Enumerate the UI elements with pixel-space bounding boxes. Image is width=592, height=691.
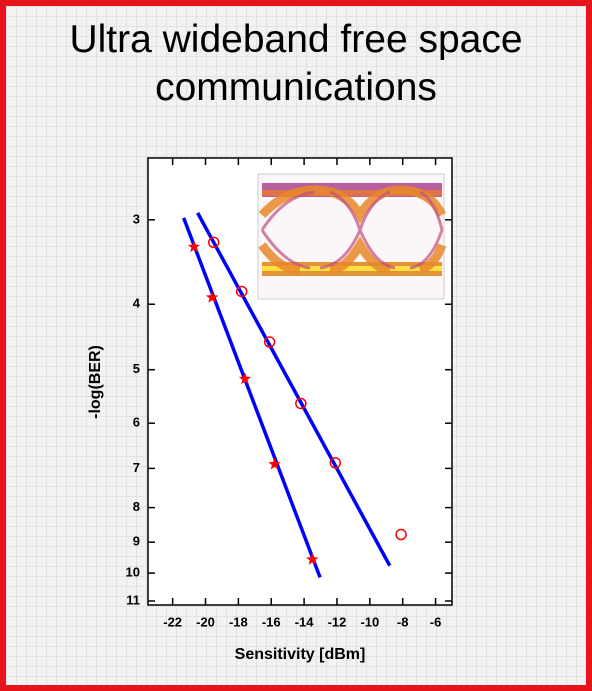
star-point	[205, 291, 219, 303]
y-tick-label: 6	[133, 415, 140, 430]
x-tick-label: -20	[196, 614, 215, 629]
x-tick-label: -12	[328, 614, 347, 629]
circle-point	[207, 236, 220, 249]
star-point	[268, 457, 281, 470]
circle-point	[329, 457, 342, 469]
y-axis-label: -log(BER)	[87, 345, 104, 419]
circle-point	[395, 528, 407, 541]
fit-line	[196, 212, 392, 567]
eye-diagram-inset	[257, 173, 447, 300]
x-tick-label: -10	[360, 614, 379, 629]
star-point	[306, 553, 319, 565]
x-tick-label: -6	[430, 614, 442, 629]
x-tick-label: -22	[163, 614, 182, 629]
y-tick-label: 9	[133, 534, 140, 549]
y-tick-label: 5	[133, 361, 140, 376]
x-tick-label: -16	[262, 614, 281, 629]
y-tick-label: 7	[133, 460, 140, 475]
y-tick-label: 3	[133, 211, 140, 226]
slide-title: Ultra wideband free space communications	[69, 18, 523, 109]
star-point	[187, 240, 201, 253]
star-point	[238, 372, 252, 385]
circle-point	[263, 336, 276, 348]
x-tick-label: -8	[397, 614, 409, 629]
y-tick-label: 8	[133, 499, 140, 514]
y-tick-label: 11	[126, 592, 140, 607]
circle-point	[295, 397, 307, 410]
circle-point	[235, 285, 248, 298]
fit-line	[182, 217, 322, 579]
x-axis-label: Sensitivity [dBm]	[235, 646, 366, 663]
y-tick-label: 4	[133, 296, 141, 311]
x-tick-label: -14	[295, 614, 315, 629]
plot-frame	[147, 157, 453, 606]
y-tick-label: 10	[126, 565, 140, 580]
x-tick-label: -18	[229, 614, 248, 629]
